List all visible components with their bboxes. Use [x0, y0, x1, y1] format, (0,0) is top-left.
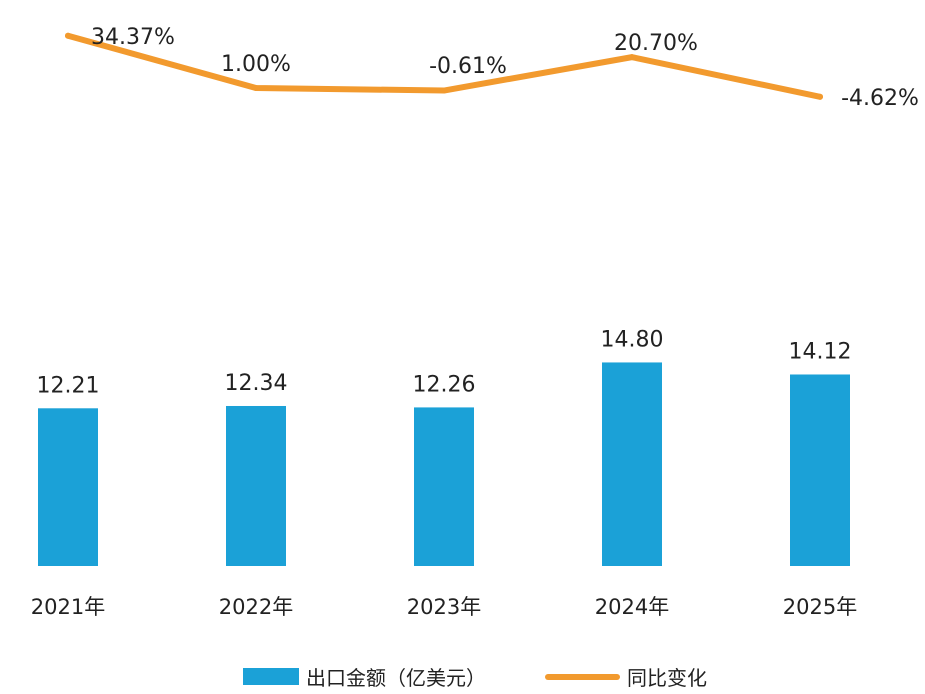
x-tick-label: 2022年: [219, 595, 293, 619]
line-point-2: [441, 87, 447, 94]
x-axis-tick-labels: 2021年 2022年 2023年 2024年 2025年: [31, 595, 857, 619]
x-tick-label: 2023年: [407, 595, 481, 619]
x-tick-label: 2021年: [31, 595, 105, 619]
line-value-label: -4.62%: [841, 86, 919, 111]
bar-value-label: 14.12: [789, 339, 852, 364]
bar-value-label: 12.26: [413, 372, 476, 397]
line-label-group: 34.37% 1.00% -0.61% 20.70% -4.62%: [91, 25, 919, 111]
legend-label-export-amount: 出口金额（亿美元）: [306, 666, 486, 690]
legend-label-yoy-change: 同比变化: [627, 666, 707, 690]
bar-value-label: 12.21: [37, 373, 100, 398]
line-point-4: [817, 93, 823, 100]
line-value-label: -0.61%: [429, 54, 507, 79]
bar-0: [38, 408, 98, 566]
bar-3: [602, 362, 662, 566]
bar-value-label: 14.80: [601, 327, 664, 352]
line-value-label: 20.70%: [614, 31, 698, 56]
line-point-3: [629, 54, 635, 61]
bar-2: [414, 407, 474, 566]
bar-value-label: 12.34: [225, 371, 288, 396]
legend-swatch-export-amount: [243, 668, 299, 685]
x-tick-label: 2025年: [783, 595, 857, 619]
bar-group: [38, 362, 850, 566]
bar-1: [226, 405, 286, 566]
bar-4: [790, 374, 850, 566]
x-tick-label: 2024年: [595, 595, 669, 619]
line-point-0: [65, 32, 71, 39]
line-point-1: [253, 85, 259, 91]
bar-label-group: 12.21 12.34 12.26 14.80 14.12: [37, 327, 852, 398]
line-value-label: 34.37%: [91, 25, 175, 50]
legend: 出口金额（亿美元） 同比变化: [243, 666, 707, 690]
line-group: [65, 32, 823, 100]
line-value-label: 1.00%: [221, 52, 291, 77]
